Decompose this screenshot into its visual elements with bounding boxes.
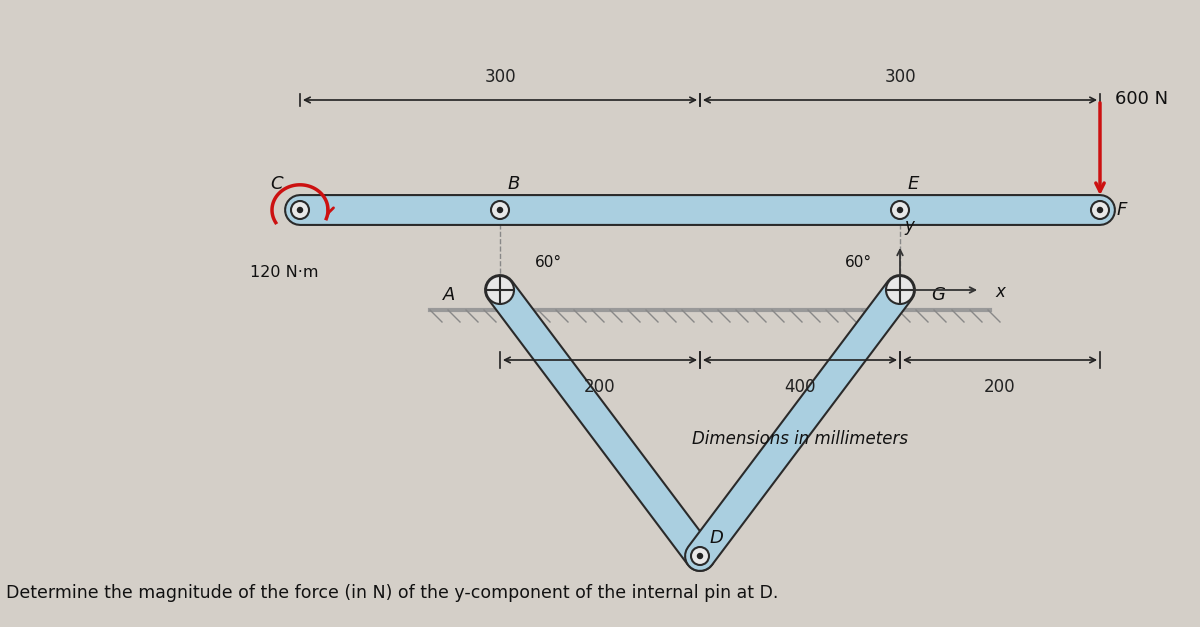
Circle shape (292, 201, 310, 219)
Text: 400: 400 (785, 378, 816, 396)
Circle shape (498, 208, 503, 213)
Circle shape (691, 547, 709, 565)
Text: B: B (508, 175, 521, 193)
Circle shape (697, 554, 702, 559)
Text: A: A (443, 286, 455, 304)
Text: 300: 300 (484, 68, 516, 86)
Text: 120 N·m: 120 N·m (250, 265, 318, 280)
Circle shape (886, 276, 914, 304)
Text: G: G (931, 286, 946, 304)
Text: 200: 200 (984, 378, 1016, 396)
Circle shape (298, 208, 302, 213)
Text: Determine the magnitude of the force (in N) of the y-component of the internal p: Determine the magnitude of the force (in… (6, 584, 779, 602)
Circle shape (486, 276, 514, 304)
Text: 60°: 60° (535, 255, 562, 270)
Circle shape (890, 201, 910, 219)
Text: C: C (270, 175, 283, 193)
Text: F: F (1117, 201, 1127, 219)
Circle shape (1098, 208, 1103, 213)
Text: 60°: 60° (845, 255, 872, 270)
Text: Dimensions in millimeters: Dimensions in millimeters (692, 430, 908, 448)
Text: 300: 300 (884, 68, 916, 86)
Circle shape (1091, 201, 1109, 219)
Text: y: y (904, 217, 914, 235)
Text: E: E (908, 175, 919, 193)
Text: 200: 200 (584, 378, 616, 396)
Text: 600 N: 600 N (1115, 90, 1168, 108)
Circle shape (898, 208, 902, 213)
Circle shape (491, 201, 509, 219)
Text: D: D (710, 529, 724, 547)
Text: x: x (995, 283, 1004, 301)
